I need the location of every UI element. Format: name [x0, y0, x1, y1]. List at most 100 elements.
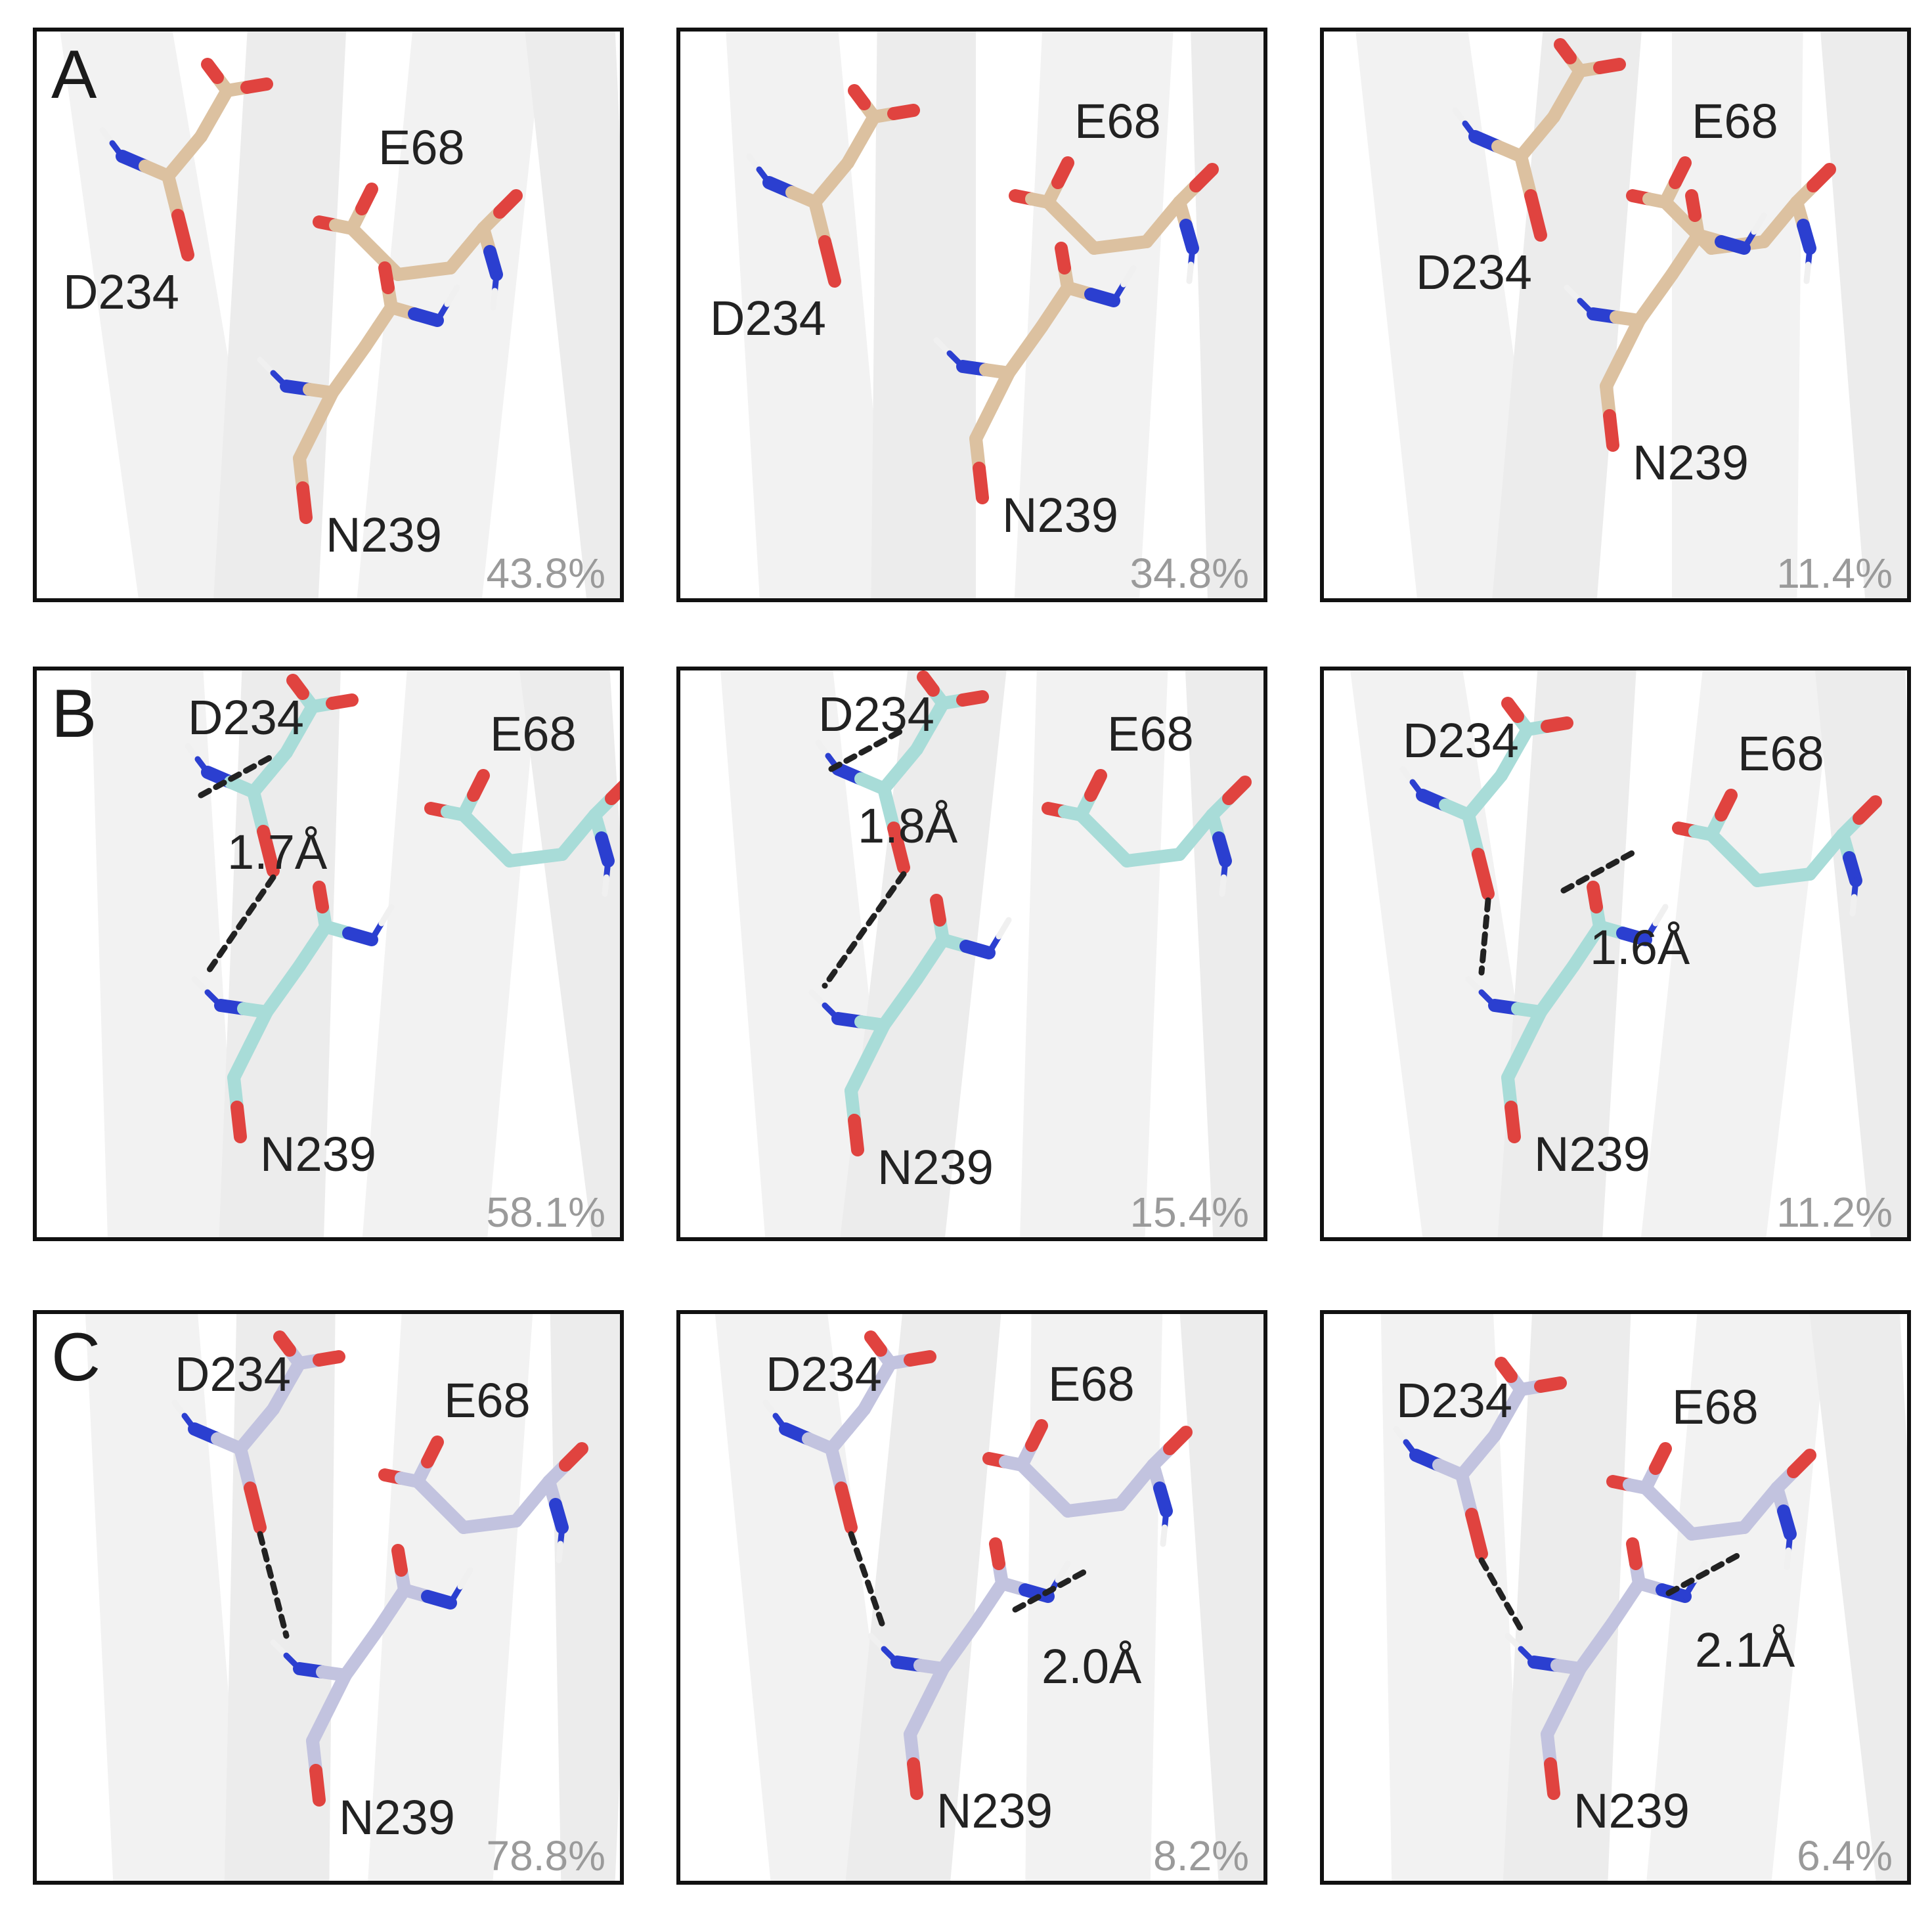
residue-branch: [1015, 1419, 1048, 1472]
label-n239: N239: [936, 1784, 1053, 1838]
residue-branch: [306, 1734, 326, 1807]
residue-branch: [221, 77, 273, 97]
residue-branch: [1462, 808, 1495, 900]
residue-branch: [1219, 858, 1229, 897]
panel-a-1: D234 E68 N239 43.8% A: [33, 28, 624, 602]
hydrogen-bond: [1665, 1550, 1744, 1596]
residue-branch: [1186, 245, 1196, 284]
helix-background: [726, 32, 1263, 598]
helix-background: [91, 670, 620, 1237]
helix-ribbon: [1185, 670, 1263, 1237]
residue-branch: [227, 1071, 247, 1143]
residue-branch: [1521, 716, 1573, 736]
panel-c-3: D234 E68 N239 2.1Å 6.4%: [1320, 1310, 1911, 1885]
helix-ribbon: [1497, 670, 1636, 1237]
label-e68: E68: [1074, 94, 1161, 148]
molecular-structure: [85, 1314, 620, 1881]
label-d234: D234: [710, 291, 826, 345]
residue-branch: [1514, 1376, 1567, 1396]
population-percent: 78.8%: [486, 1832, 605, 1879]
hydrogen-bond: [257, 1531, 290, 1639]
helix-ribbon: [1191, 32, 1263, 598]
population-percent: 15.4%: [1130, 1189, 1249, 1236]
panel-c-2: D234 E68 N239 2.0Å 8.2%: [676, 1310, 1267, 1885]
helix-ribbon: [1672, 32, 1803, 598]
label-e68: E68: [490, 707, 577, 761]
residue-branch: [542, 1475, 569, 1534]
helix-ribbon: [525, 32, 620, 598]
population-percent: 11.4%: [1776, 550, 1893, 597]
helix-ribbon: [1503, 1314, 1631, 1881]
hydrogen-bond: [1478, 897, 1491, 976]
helix-ribbon: [1641, 670, 1834, 1237]
residue-branch: [1573, 58, 1626, 77]
molecular-structure: [714, 1314, 1263, 1881]
residue-branch: [1849, 877, 1859, 917]
population-percent: 34.8%: [1130, 550, 1249, 597]
residue-branch: [1455, 1468, 1488, 1560]
residue-branch: [1741, 212, 1767, 252]
residue-branch: [1836, 828, 1862, 887]
label-e68: E68: [1672, 1380, 1759, 1434]
population-percent: 58.1%: [486, 1189, 605, 1236]
label-d234: D234: [188, 690, 304, 745]
residue-branch: [293, 1350, 345, 1370]
residue-branch: [969, 366, 1015, 445]
label-e68: E68: [1692, 94, 1778, 148]
helix-ribbon: [1814, 670, 1907, 1237]
helix-ribbon: [1014, 32, 1174, 598]
panel-b-3: D234 E68 N239 1.6Å 11.2%: [1320, 667, 1911, 1241]
helix-ribbon: [845, 1314, 1001, 1881]
molecular-structure: [1355, 32, 1907, 598]
label-n239: N239: [1534, 1127, 1650, 1181]
label-d234: D234: [1403, 713, 1519, 768]
residue-branch: [1803, 245, 1813, 284]
residue-branch: [345, 183, 378, 235]
residue-branch: [1541, 1728, 1560, 1800]
residue-branch: [1659, 156, 1692, 209]
distance-label: 1.7Å: [227, 825, 328, 879]
residue-branch: [877, 782, 910, 874]
row-letter-a: A: [51, 37, 97, 113]
residue-branch: [368, 904, 395, 943]
residue-branch: [1160, 1508, 1170, 1547]
residue-branch: [825, 1442, 858, 1534]
label-n239: N239: [260, 1127, 376, 1181]
panel-a-3: D234 E68 N239 11.4%: [1320, 28, 1911, 602]
residue-branch: [1784, 1531, 1793, 1570]
residue-branch: [986, 917, 1012, 956]
label-e68: E68: [378, 120, 465, 175]
hydrogen-bond: [1012, 1567, 1091, 1613]
residue-branch: [1692, 229, 1751, 255]
residue-branch: [319, 920, 378, 946]
label-e68: E68: [444, 1373, 531, 1428]
label-d234: D234: [63, 265, 179, 319]
helix-background: [714, 1314, 1263, 1881]
hydrogen-bond: [828, 726, 907, 772]
residue-branch: [1110, 265, 1137, 304]
helix-ribbon: [871, 32, 976, 598]
label-d234: D234: [818, 687, 934, 741]
helix-ribbon: [1179, 1314, 1263, 1881]
helix-ribbon: [1355, 32, 1548, 598]
label-d234: D234: [1416, 245, 1532, 299]
residue-d234: [1399, 697, 1534, 822]
row-letter-c: C: [51, 1319, 101, 1395]
residue-branch: [1705, 789, 1738, 841]
residue-branch: [936, 690, 989, 710]
residue-branch: [385, 301, 444, 327]
residue-d234: [1452, 38, 1587, 163]
helix-background: [1380, 1314, 1907, 1881]
hydrogen-bond: [822, 871, 907, 989]
hydrogen-bond: [204, 874, 276, 976]
helix-ribbon: [1820, 32, 1907, 598]
helix-ribbon: [840, 670, 1007, 1237]
residue-branch: [490, 271, 500, 311]
residue-branch: [477, 222, 503, 281]
residue-branch: [434, 284, 460, 324]
helix-ribbon: [1492, 32, 1642, 598]
residue-branch: [556, 1524, 565, 1564]
residue-d234: [815, 670, 950, 795]
residue-branch: [1593, 920, 1652, 946]
hydrogen-bond: [1560, 848, 1639, 894]
